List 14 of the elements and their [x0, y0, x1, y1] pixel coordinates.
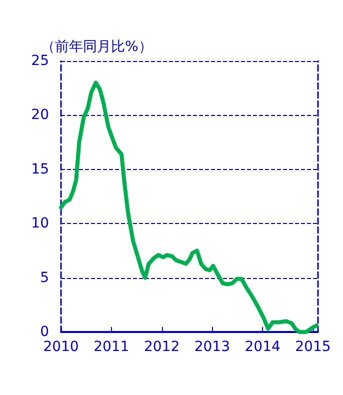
y-tick-label: 15: [31, 161, 49, 178]
x-tick-label: 2014: [244, 339, 280, 355]
x-tick-label: 2015: [295, 339, 331, 355]
x-tick-label: 2011: [94, 339, 130, 355]
x-tick-label: 2010: [43, 339, 79, 355]
y-tick-label: 20: [31, 107, 49, 124]
y-tick-label: 25: [31, 53, 49, 69]
y-axis-title: （前年同月比%）: [41, 39, 152, 56]
y-tick-label: 5: [40, 270, 49, 286]
y-tick-label: 0: [40, 324, 49, 340]
y-tick-label: 10: [31, 216, 49, 232]
x-tick-label: 2013: [194, 339, 230, 355]
line-series: [59, 80, 318, 334]
x-tick-label: 2012: [144, 339, 180, 355]
